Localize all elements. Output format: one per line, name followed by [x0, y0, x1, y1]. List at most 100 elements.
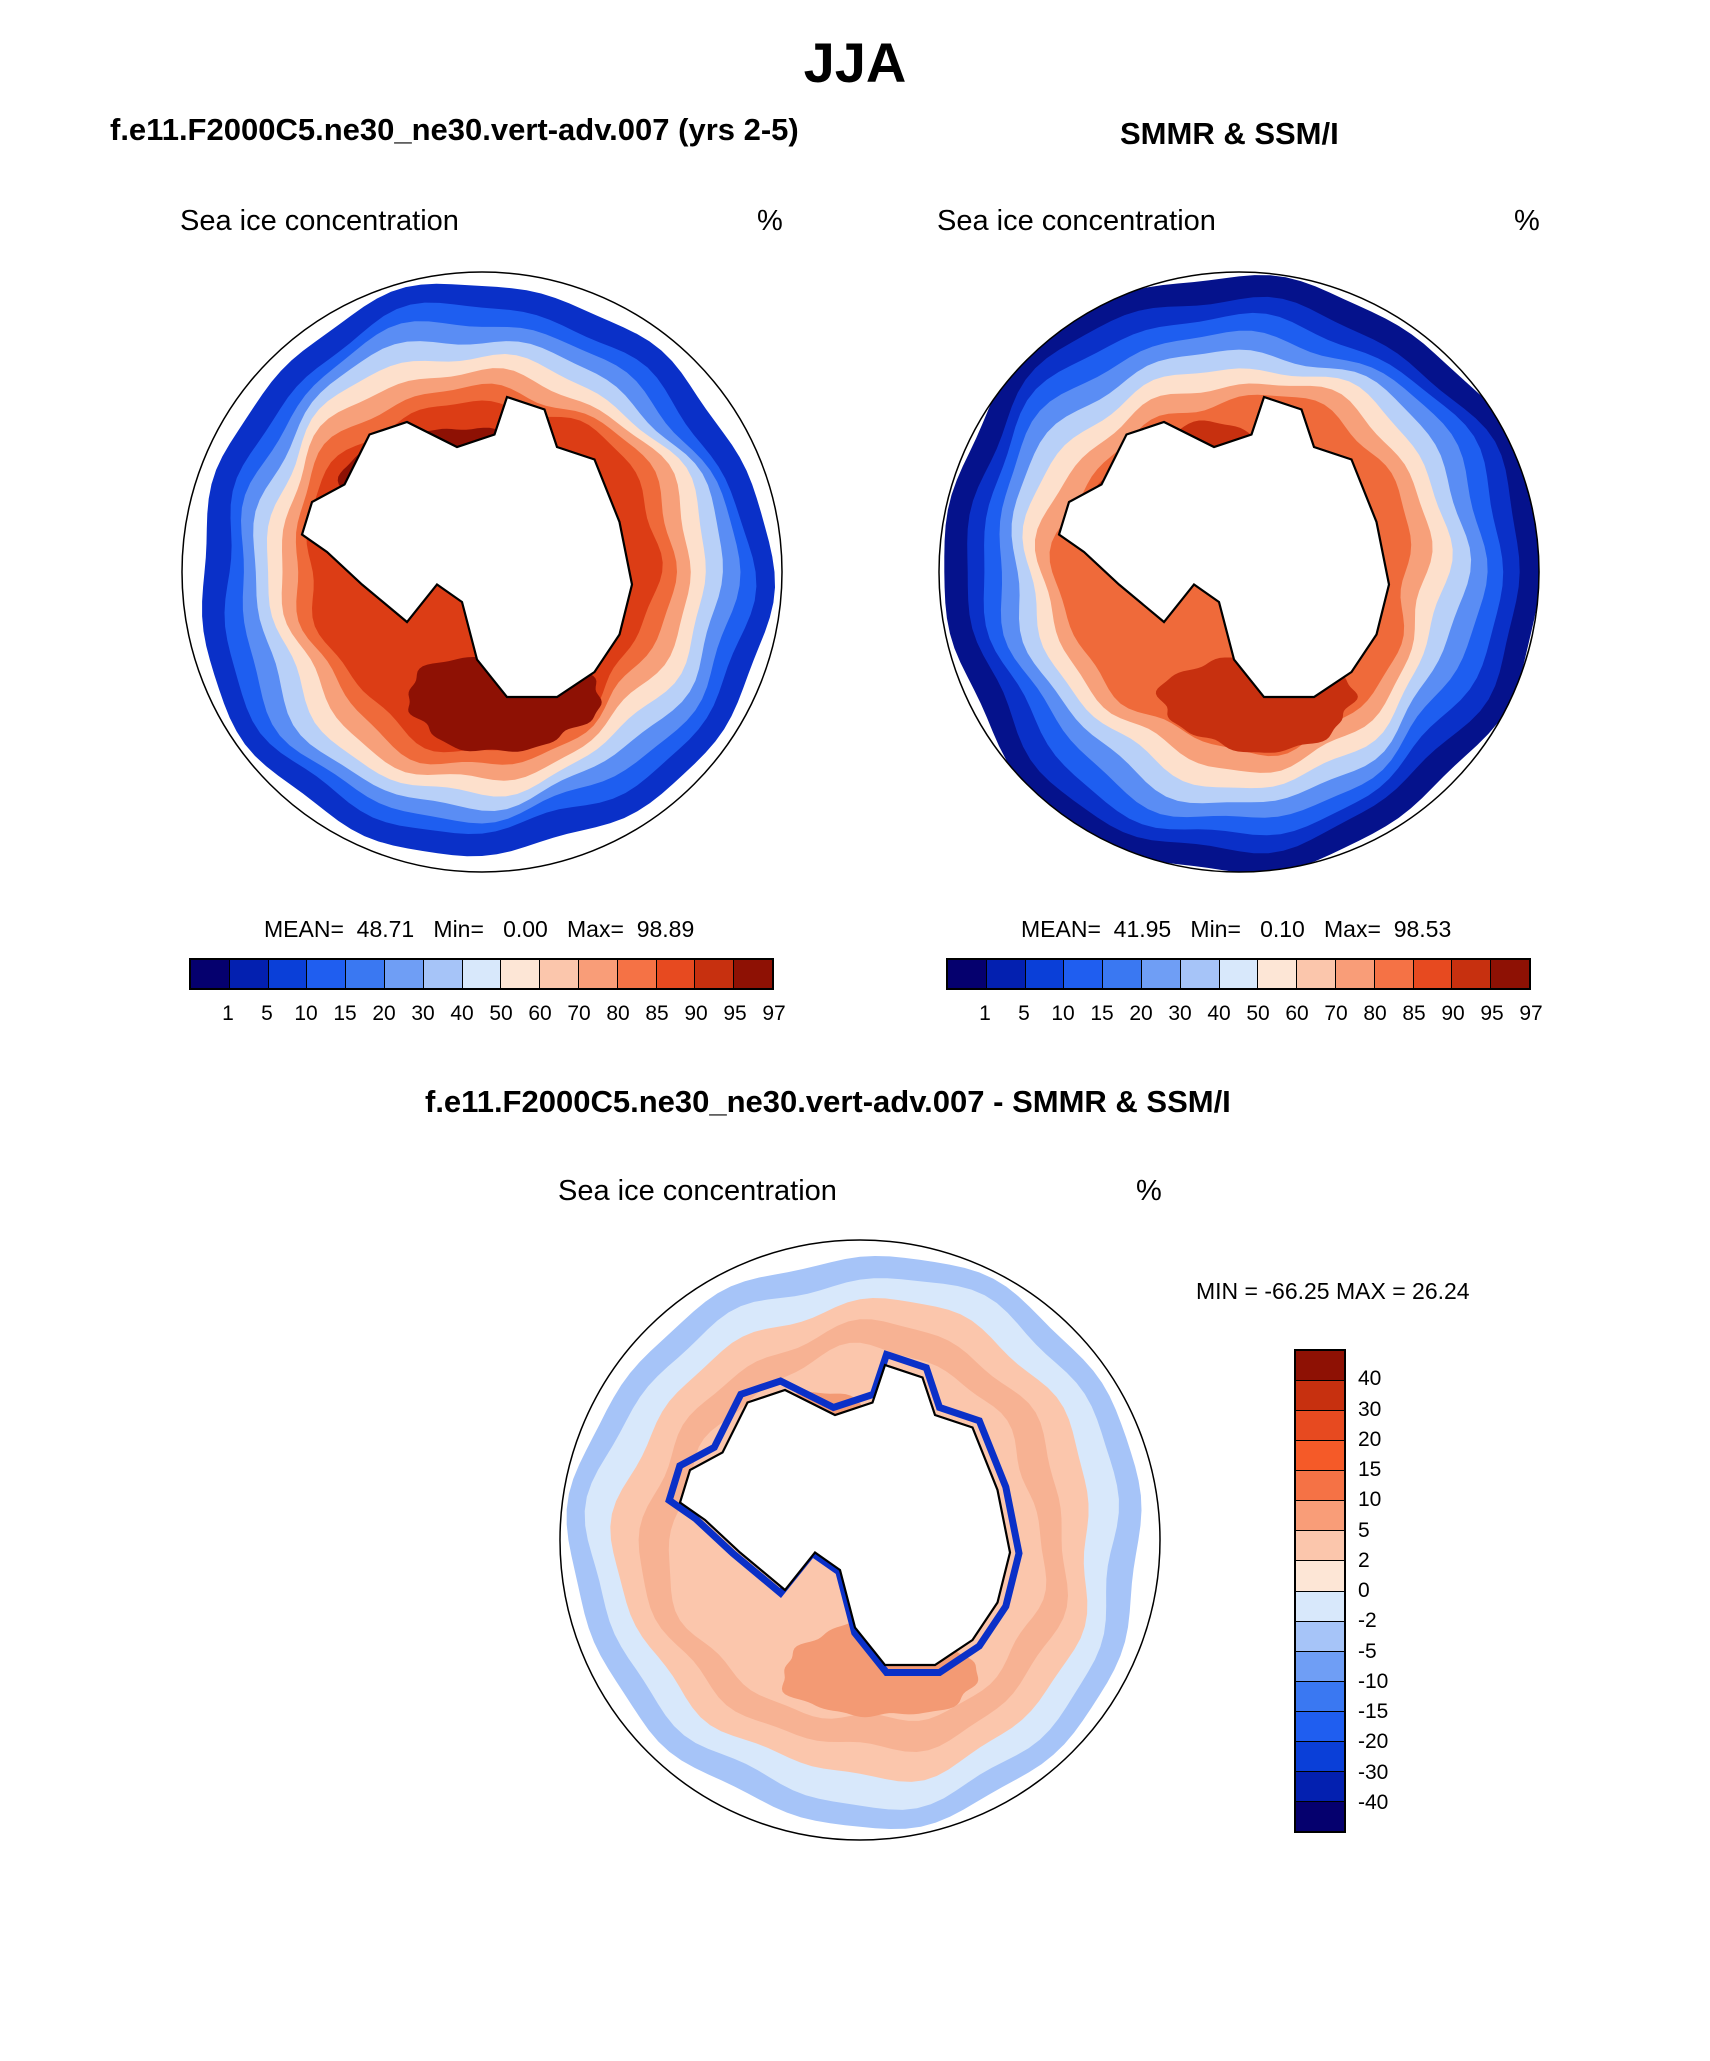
model-colorbar-tick-label: 5 [261, 1002, 273, 1025]
model-colorbar-swatch [734, 960, 772, 988]
obs-colorbar-swatch [1180, 960, 1220, 988]
obs-colorbar-swatch [1335, 960, 1375, 988]
diff-colorbar-swatch [1296, 1441, 1344, 1472]
right-panel-title: SMMR & SSM/I [1120, 116, 1339, 151]
obs-colorbar-tick-label: 85 [1402, 1002, 1426, 1025]
model-map-field [202, 283, 776, 857]
model-colorbar-swatch [229, 960, 269, 988]
model-colorbar-swatch [307, 960, 347, 988]
left-panel-title: f.e11.F2000C5.ne30_ne30.vert-adv.007 (yr… [110, 112, 799, 147]
obs-colorbar-swatch [1258, 960, 1298, 988]
diff-colorbar-swatch [1296, 1771, 1344, 1802]
diff-colorbar-tick-label: 30 [1358, 1397, 1382, 1421]
obs-max-value: 98.53 [1393, 916, 1452, 942]
diff-map-field [566, 1256, 1142, 1829]
model-mean-value: 48.71 [356, 916, 415, 942]
model-colorbar-swatch [462, 960, 502, 988]
diff-colorbar [1294, 1349, 1346, 1833]
model-polar-map [181, 271, 783, 873]
model-variable-label: Sea ice concentration [180, 205, 459, 237]
model-colorbar-tick-label: 40 [450, 1002, 474, 1025]
obs-colorbar-swatch [1141, 960, 1181, 988]
model-colorbar-tick-label: 30 [411, 1002, 435, 1025]
diff-map-border [559, 1239, 1161, 1841]
model-min-value: 0.00 [503, 916, 548, 942]
model-colorbar-tick-label: 20 [372, 1002, 396, 1025]
model-colorbar-tick-label: 60 [528, 1002, 552, 1025]
diff-colorbar-tick-label: -15 [1358, 1700, 1389, 1723]
diff-colorbar-tick-label: 0 [1358, 1579, 1370, 1602]
obs-mean-value: 41.95 [1113, 916, 1172, 942]
diff-colorbar-tick-label: -20 [1358, 1730, 1389, 1754]
model-colorbar-swatch [268, 960, 308, 988]
obs-colorbar-swatch [1025, 960, 1065, 988]
diff-units-label: % [1136, 1175, 1162, 1207]
obs-variable-label: Sea ice concentration [937, 205, 1216, 237]
model-colorbar-tick-label: 80 [606, 1002, 630, 1025]
obs-map-border [938, 271, 1540, 873]
diff-colorbar-swatch [1296, 1711, 1344, 1742]
obs-colorbar-tick-label: 1 [979, 1002, 991, 1025]
model-mean-label: MEAN= [264, 916, 344, 942]
model-colorbar-swatch [695, 960, 735, 988]
diff-colorbar-tick-label: 2 [1358, 1548, 1370, 1572]
figure-title: JJA [803, 31, 907, 94]
diff-colorbar-tick-label: -2 [1358, 1609, 1377, 1633]
diff-colorbar-tick-label: -5 [1358, 1639, 1377, 1663]
model-colorbar-swatch [346, 960, 385, 988]
obs-min-value: 0.10 [1260, 916, 1305, 942]
obs-colorbar-tick-label: 30 [1168, 1002, 1192, 1025]
model-map-border [181, 271, 783, 873]
obs-colorbar [946, 958, 1531, 990]
diff-colorbar-swatch [1296, 1801, 1344, 1831]
model-colorbar [189, 958, 774, 990]
obs-colorbar-tick-label: 5 [1018, 1002, 1030, 1025]
diff-colorbar-tick-label: 5 [1358, 1518, 1370, 1542]
obs-colorbar-tick-label: 15 [1090, 1002, 1114, 1025]
diff-coastal-edge [665, 1350, 1023, 1676]
obs-colorbar-swatch [1374, 960, 1414, 988]
obs-colorbar-tick-label: 80 [1363, 1002, 1387, 1025]
diff-colorbar-swatch [1296, 1651, 1344, 1682]
model-colorbar-tick-label: 10 [294, 1002, 318, 1025]
diff-colorbar-tick-label: -40 [1358, 1790, 1389, 1814]
obs-units-label: % [1514, 205, 1540, 237]
diff-colorbar-tick-label: 20 [1358, 1427, 1382, 1451]
diff-colorbar-swatch [1296, 1621, 1344, 1652]
diff-colorbar-tick-label: 40 [1358, 1367, 1382, 1391]
model-colorbar-swatch [501, 960, 541, 988]
model-colorbar-tick-label: 95 [723, 1002, 747, 1025]
obs-polar-map [938, 271, 1540, 873]
diff-antarctica [678, 1363, 1012, 1667]
obs-colorbar-swatch [1297, 960, 1336, 988]
model-colorbar-swatch [384, 960, 424, 988]
diff-colorbar-tick-label: 10 [1358, 1488, 1382, 1512]
diff-colorbar-swatch [1296, 1381, 1344, 1412]
diff-colorbar-tick-label: -30 [1358, 1760, 1389, 1784]
diff-colorbar-swatch [1296, 1741, 1344, 1772]
model-colorbar-tick-label: 1 [222, 1002, 234, 1025]
obs-mean-label: MEAN= [1021, 916, 1101, 942]
obs-colorbar-tick-label: 95 [1480, 1002, 1504, 1025]
obs-colorbar-tick-label: 10 [1051, 1002, 1075, 1025]
model-colorbar-tick-label: 15 [333, 1002, 357, 1025]
obs-colorbar-swatch [1491, 960, 1529, 988]
obs-colorbar-swatch [986, 960, 1026, 988]
obs-colorbar-swatch [1103, 960, 1142, 988]
obs-colorbar-swatch [948, 960, 987, 988]
model-colorbar-swatch [191, 960, 230, 988]
diff-colorbar-swatch [1296, 1501, 1344, 1532]
obs-colorbar-swatch [1413, 960, 1453, 988]
obs-colorbar-tick-label: 20 [1129, 1002, 1153, 1025]
model-colorbar-tick-label: 70 [567, 1002, 591, 1025]
obs-max-label: Max= [1324, 916, 1381, 942]
obs-min-label: Min= [1190, 916, 1241, 942]
obs-stats: MEAN= 41.95 Min= 0.10 Max= 98.53 [1021, 916, 1451, 943]
diff-colorbar-swatch [1296, 1471, 1344, 1502]
model-colorbar-swatch [656, 960, 696, 988]
model-colorbar-tick-label: 90 [684, 1002, 708, 1025]
obs-colorbar-swatch [1452, 960, 1492, 988]
model-colorbar-tick-label: 85 [645, 1002, 669, 1025]
model-max-label: Max= [567, 916, 624, 942]
obs-colorbar-swatch [1219, 960, 1259, 988]
